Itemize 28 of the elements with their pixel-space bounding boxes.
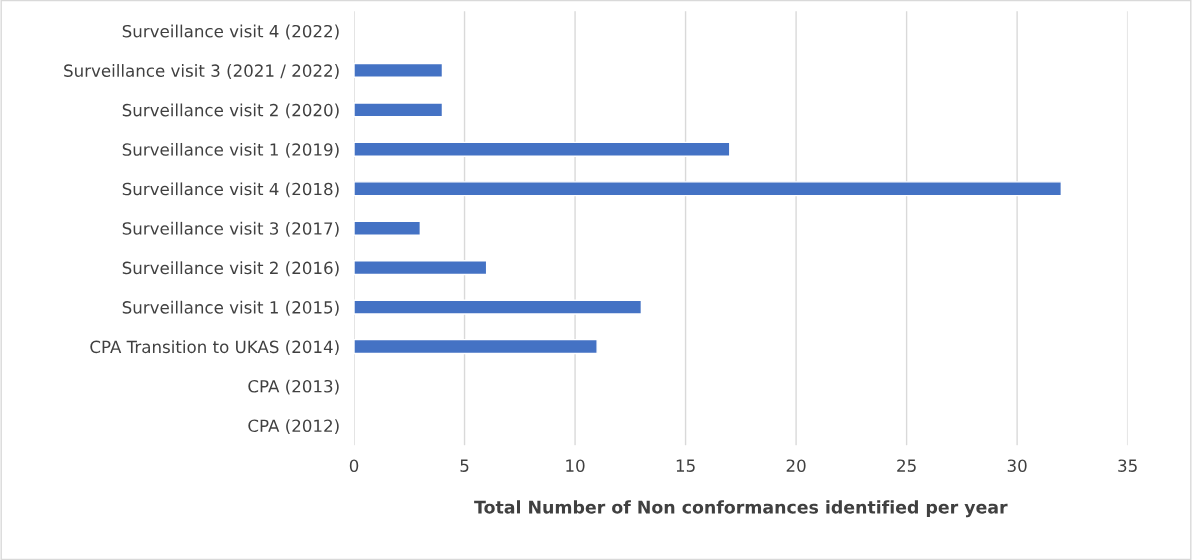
x-tick-label: 25	[897, 459, 916, 472]
y-tick-label: Surveillance visit 3 (2021 / 2022)	[64, 64, 339, 79]
y-tick-label: Surveillance visit 4 (2018)	[122, 182, 339, 198]
x-tick-label: 20	[786, 459, 806, 472]
bar	[354, 220, 422, 236]
y-tick-label: CPA Transition to UKAS (2014)	[90, 340, 339, 356]
y-tick-label: Surveillance visit 1 (2015)	[122, 300, 339, 316]
bar	[354, 62, 444, 78]
bar	[354, 338, 598, 355]
y-tick-label: Surveillance visit 2 (2020)	[122, 103, 339, 119]
bar	[354, 299, 643, 315]
bar	[354, 102, 444, 118]
bar	[354, 260, 488, 276]
x-tick-label: 10	[566, 459, 585, 472]
x-tick-label: 15	[676, 459, 695, 472]
y-tick-label: Surveillance visit 3 (2017)	[122, 221, 339, 237]
x-tick-label: 30	[1007, 459, 1027, 472]
y-tick-label: CPA (2013)	[248, 379, 339, 395]
bar	[354, 181, 1063, 197]
bar	[354, 141, 731, 157]
y-tick-label: CPA (2012)	[248, 419, 339, 434]
y-tick-label: Surveillance visit 2 (2016)	[122, 261, 339, 277]
y-tick-label: Surveillance visit 1 (2019)	[122, 142, 339, 158]
x-axis-title: Total Number of Non conformances identified per year	[474, 500, 1008, 518]
x-tick-label: 5	[460, 459, 469, 472]
x-tick-label: 35	[1118, 459, 1137, 472]
x-tick-label: 0	[349, 459, 359, 472]
y-tick-label: Surveillance visit 4 (2022)	[122, 24, 339, 40]
